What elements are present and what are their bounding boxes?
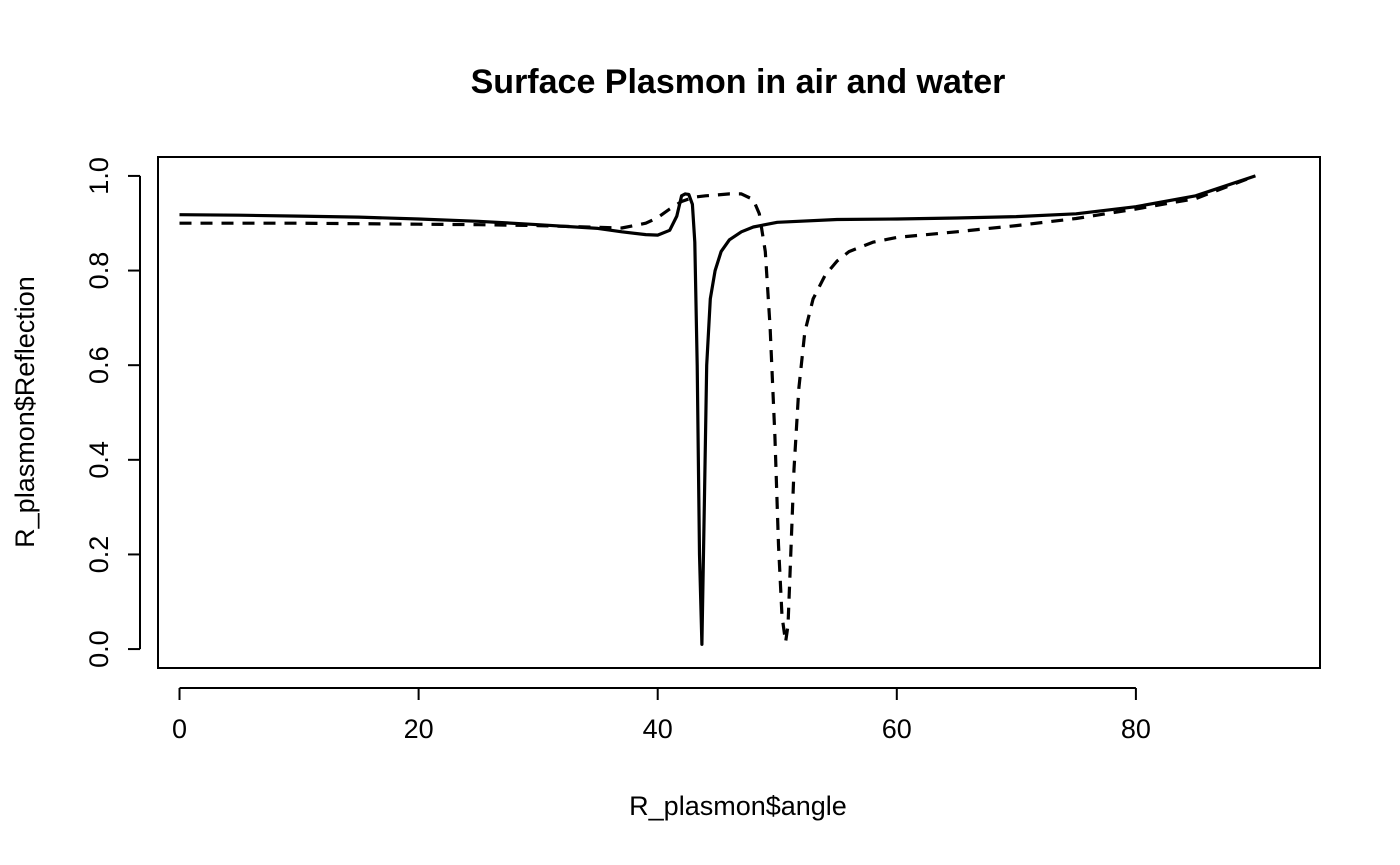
chart-title: Surface Plasmon in air and water: [471, 63, 1006, 101]
x-tick-label: 20: [404, 714, 434, 744]
y-axis: 0.0 0.2 0.4 0.6 0.8 1.0: [84, 157, 141, 668]
x-tick-label: 40: [643, 714, 673, 744]
x-tick-label: 80: [1121, 714, 1151, 744]
x-axis: 0 20 40 60 80: [172, 687, 1151, 744]
series-layer: [179, 174, 1256, 646]
y-tick-label: 0.8: [84, 252, 114, 290]
x-axis-label: R_plasmon$angle: [629, 791, 847, 821]
y-tick-label: 0.4: [84, 441, 114, 479]
series-line-solid: [179, 174, 1256, 646]
y-tick-label: 0.2: [84, 536, 114, 574]
y-tick-label: 0.0: [84, 630, 114, 668]
x-tick-label: 60: [882, 714, 912, 744]
y-tick-label: 0.6: [84, 346, 114, 384]
plot-frame: [157, 156, 1321, 669]
series-line-dashed: [179, 174, 1256, 644]
x-tick-label: 0: [172, 714, 187, 744]
y-axis-label: R_plasmon$Reflection: [10, 276, 40, 548]
y-tick-label: 1.0: [84, 157, 114, 195]
